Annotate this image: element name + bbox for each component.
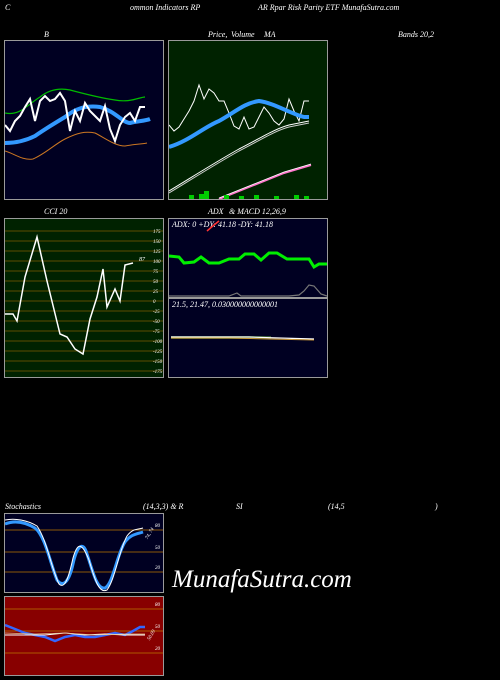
price-ma-fast [169,98,309,149]
stoch-params: (14,3,3) & R [143,502,184,511]
cci-label: CCI 20 [44,207,68,216]
cci-tick: 50 [153,280,158,285]
stochastics-panel: 80 50 20 74, 74 [4,513,164,593]
macd-panel: 21.5, 21.47, 0.030000000000001 [168,298,328,378]
header-right: AR Rpar Risk Parity ETF MunafaSutra.com [258,3,400,12]
header-title: ommon Indicators RP [130,3,201,12]
macd-chart [171,336,315,341]
stoch-gridlines [5,529,163,573]
adx-label: ADX [208,207,224,216]
bb-upper-band [5,88,146,115]
rsi-label: SI [236,502,243,511]
price-ma-slow-2 [169,122,310,194]
macd-line [171,336,315,340]
cci-tick: -25 [153,310,160,315]
macd-values: 21.5, 21.47, 0.030000000000001 [172,300,278,309]
cci-tick: 175 [153,230,161,235]
bands-label: Bands 20,2 [398,30,434,39]
cci-tick: 25 [153,290,158,295]
rsi-line-blue [5,623,145,643]
bb-middle-band [5,104,151,145]
volume-bar [204,191,209,199]
adx-line-grey [169,284,327,297]
volume-bar [304,196,309,199]
cci-panel: 175 150 125 100 75 50 25 0 -25 -50 -75 -… [4,218,164,378]
adx-values: ADX: 0 +DY: 41.18 -DY: 41.18 [172,220,274,229]
adx-line-green [169,251,327,270]
stoch-d-line [5,518,144,592]
price-ma-slow [169,120,310,192]
cci-tick: -75 [153,330,160,335]
cci-tick: 0 [153,300,156,305]
cci-gridlines [5,230,163,372]
volume-bar [189,195,194,199]
bb-lower-band [5,131,148,160]
rsi-gridlines [5,608,163,654]
cci-tick: 75 [153,270,158,275]
adx-chart [169,220,327,297]
stoch-tick: 80 [155,524,160,529]
adx-line-red [206,220,220,232]
rsi-tick: 80 [155,603,160,608]
cci-line [5,234,134,356]
volume-bar [294,195,299,199]
volume-bar [199,194,204,199]
rsi-chart [5,608,163,654]
cci-tick: -175 [153,370,163,375]
bollinger-chart [5,88,151,160]
stoch-tick: 20 [155,566,160,571]
adx-panel: ADX: 0 +DY: 41.18 -DY: 41.18 [168,218,328,298]
bollinger-panel [4,40,164,200]
stoch-label: Stochastics [5,502,41,511]
stochastics-chart [5,518,163,592]
cci-tick: 100 [153,260,161,265]
bb-price-line [5,91,145,144]
price-volume-panel [168,40,328,200]
volume-ma-pink [218,164,312,199]
cci-tick: 150 [153,240,161,245]
rsi-tick: 50 [155,625,160,630]
rsi-params-close: ) [435,502,438,511]
cci-tick: 125 [153,250,161,255]
stoch-tick: 50 [155,546,160,551]
rsi-panel: 80 50 20 50.09 [4,596,164,676]
bb-label: B [44,30,49,39]
rsi-tick: 20 [155,647,160,652]
cci-chart [5,230,163,372]
price-volume-chart [169,83,312,199]
pv-label-ma: MA [264,30,276,39]
rsi-params: (14,5 [328,502,345,511]
volume-bar [239,196,244,199]
price-line [169,83,309,132]
volume-bar [254,195,259,199]
rsi-line-tan [5,632,145,636]
volume-bar [274,196,279,199]
cci-tick: -150 [153,360,163,365]
macd-label: & MACD 12,26,9 [229,207,286,216]
volume-bar [224,195,229,199]
pv-label-volume: Volume [231,30,255,39]
cci-axis-ticks: 175 150 125 100 75 50 25 0 -25 -50 -75 -… [153,228,162,378]
pv-label-price: Price, [208,30,228,39]
volume-bars [189,191,309,199]
cci-last-value: 87 [139,257,145,263]
cci-tick: -125 [153,350,163,355]
munafasutra-watermark: MunafaSutra.com [172,566,352,593]
cci-tick: -100 [153,340,163,345]
macd-signal-line [171,337,315,341]
cci-tick: -50 [153,320,160,325]
header-left: C [5,3,11,12]
